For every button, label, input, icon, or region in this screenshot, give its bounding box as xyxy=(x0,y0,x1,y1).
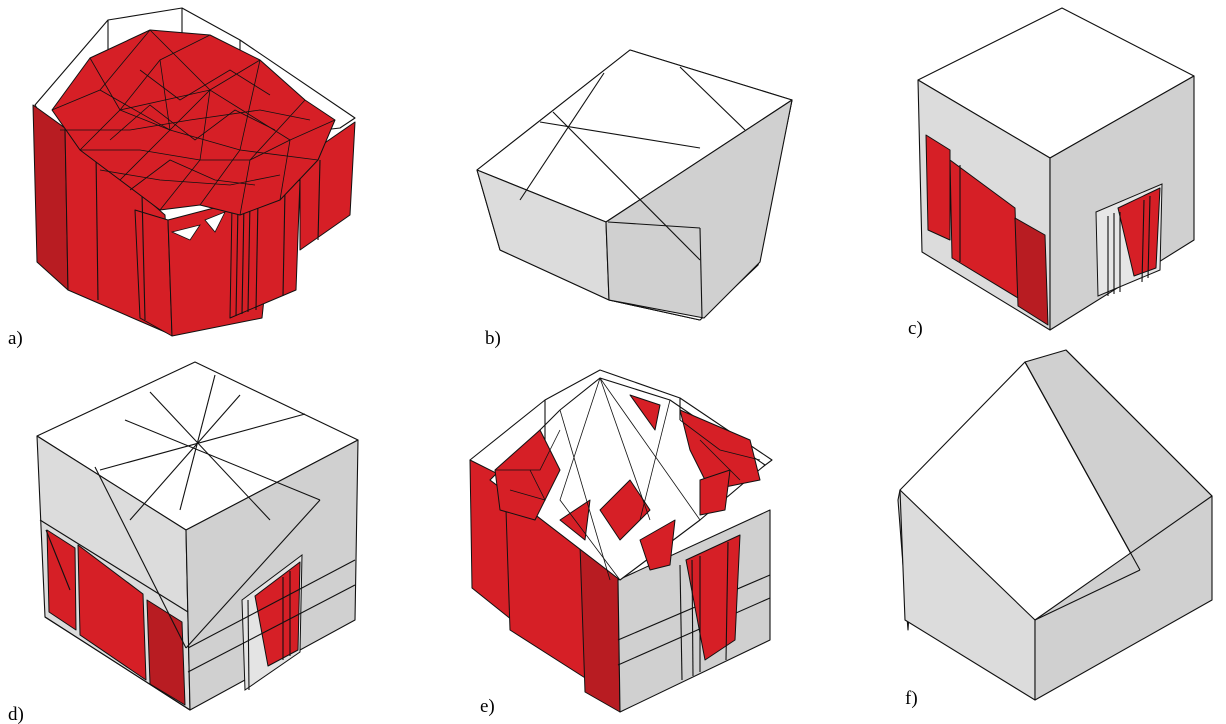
panel-e-model xyxy=(469,369,773,713)
panel-e-label: e) xyxy=(480,696,495,717)
panel-b: b) xyxy=(476,49,793,349)
panel-f-label: f) xyxy=(905,688,918,709)
panel-a-model xyxy=(32,7,356,337)
panel-c: c) xyxy=(908,7,1195,339)
panel-b-label: b) xyxy=(485,328,501,349)
panel-c-label: c) xyxy=(908,318,923,339)
panel-a-label: a) xyxy=(8,328,23,349)
panel-f-model xyxy=(897,349,1213,701)
panel-d-model xyxy=(36,361,359,711)
panel-d-label: d) xyxy=(8,704,24,724)
panel-a: a) xyxy=(8,7,356,349)
panel-b-model xyxy=(476,49,793,321)
panel-e: e) xyxy=(469,369,773,717)
panel-c-model xyxy=(917,7,1195,331)
panel-f: f) xyxy=(897,349,1213,709)
panel-d: d) xyxy=(8,361,359,724)
